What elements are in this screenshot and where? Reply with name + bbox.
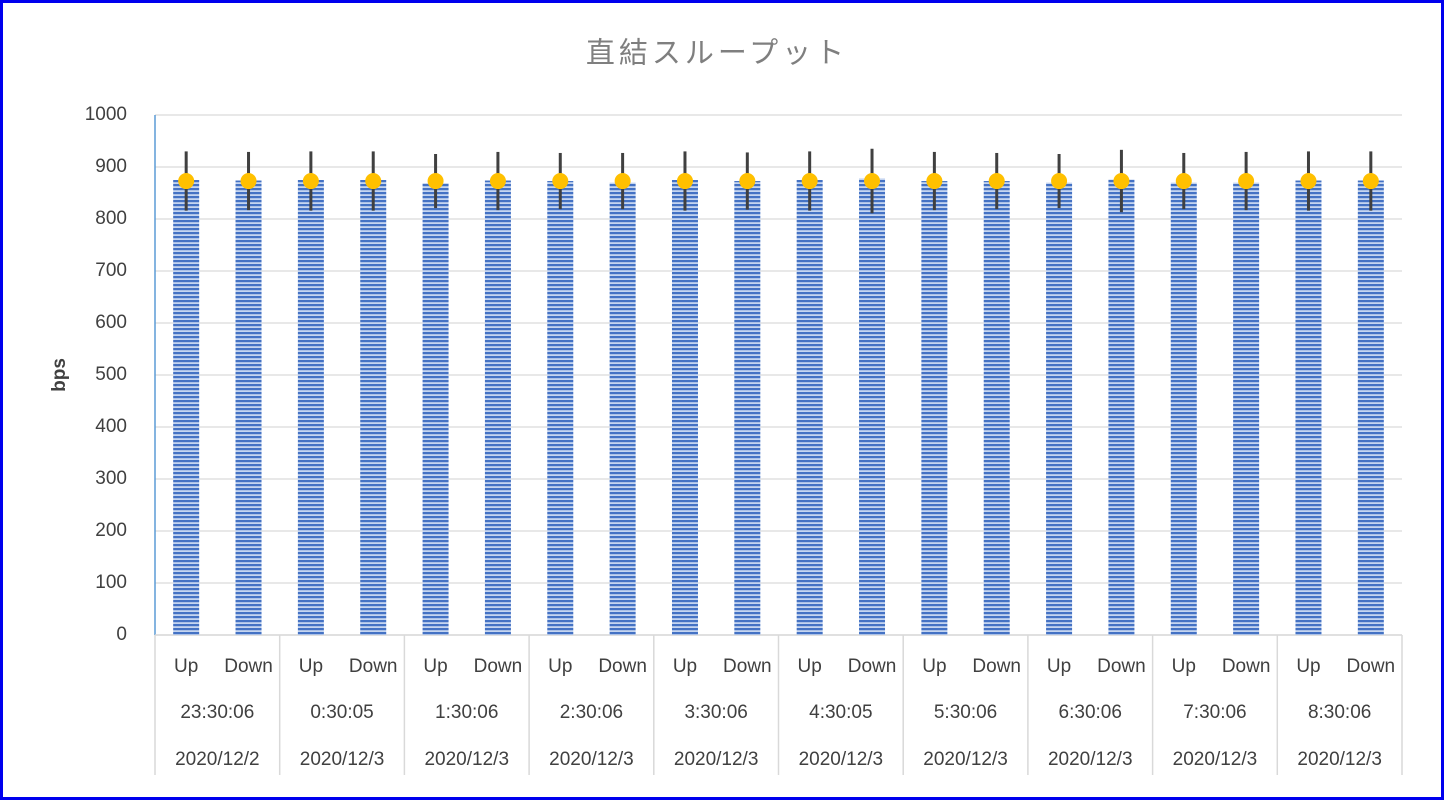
- x-group-time: 1:30:06: [435, 702, 498, 723]
- y-axis-label: bps: [49, 358, 70, 392]
- x-group-time: 0:30:05: [310, 702, 373, 723]
- y-tick-label: 900: [95, 156, 127, 177]
- bar: [734, 181, 761, 636]
- x-group-date: 2020/12/3: [674, 749, 759, 770]
- marker: [178, 173, 195, 190]
- marker: [864, 173, 881, 190]
- y-tick-label: 400: [95, 416, 127, 437]
- x-tick-label: Up: [922, 656, 946, 677]
- bar: [1170, 182, 1197, 635]
- bar: [547, 181, 574, 636]
- y-tick-label: 300: [95, 468, 127, 489]
- marker: [240, 173, 257, 190]
- bar: [173, 180, 200, 635]
- x-tick-label: Down: [1347, 656, 1396, 677]
- x-group-time: 6:30:06: [1059, 702, 1122, 723]
- marker: [926, 173, 943, 190]
- marker: [1113, 173, 1130, 190]
- x-group-date: 2020/12/3: [1048, 749, 1133, 770]
- x-tick-label: Up: [1296, 656, 1320, 677]
- marker: [1362, 173, 1379, 190]
- marker: [614, 173, 631, 190]
- marker: [801, 173, 818, 190]
- marker: [489, 173, 506, 190]
- y-tick-label: 0: [116, 624, 127, 645]
- y-tick-label: 500: [95, 364, 127, 385]
- marker: [739, 173, 756, 190]
- x-tick-label: Down: [474, 656, 523, 677]
- x-group-time: 8:30:06: [1308, 702, 1371, 723]
- x-group-time: 4:30:05: [809, 702, 872, 723]
- x-group-date: 2020/12/3: [1173, 749, 1258, 770]
- x-tick-label: Down: [723, 656, 772, 677]
- marker: [365, 173, 382, 190]
- bar: [983, 181, 1010, 636]
- marker: [427, 173, 444, 190]
- x-tick-label: Up: [1172, 656, 1196, 677]
- x-tick-label: Up: [673, 656, 697, 677]
- y-tick-label: 1000: [85, 104, 127, 125]
- x-group-date: 2020/12/3: [1297, 749, 1382, 770]
- bar: [1357, 180, 1384, 635]
- marker: [302, 173, 319, 190]
- marker: [1300, 173, 1317, 190]
- x-group-date: 2020/12/3: [799, 749, 884, 770]
- x-group-time: 2:30:06: [560, 702, 623, 723]
- x-group-date: 2020/12/3: [923, 749, 1008, 770]
- x-tick-label: Up: [548, 656, 572, 677]
- bar: [1046, 182, 1073, 635]
- x-tick-label: Up: [1047, 656, 1071, 677]
- marker: [988, 173, 1005, 190]
- x-group-date: 2020/12/3: [424, 749, 509, 770]
- bar: [671, 180, 698, 635]
- bar: [609, 182, 636, 635]
- x-group-date: 2020/12/3: [549, 749, 634, 770]
- x-group-time: 7:30:06: [1183, 702, 1246, 723]
- marker: [1175, 173, 1192, 190]
- bar: [235, 180, 262, 635]
- x-group-time: 23:30:06: [180, 702, 254, 723]
- x-tick-label: Up: [174, 656, 198, 677]
- x-group-date: 2020/12/2: [175, 749, 260, 770]
- x-group-time: 3:30:06: [684, 702, 747, 723]
- bar: [360, 180, 387, 635]
- bar: [859, 178, 886, 635]
- x-tick-label: Down: [349, 656, 398, 677]
- x-tick-label: Down: [1097, 656, 1146, 677]
- y-tick-label: 200: [95, 520, 127, 541]
- y-tick-label: 100: [95, 572, 127, 593]
- bar: [796, 180, 823, 635]
- x-group-time: 5:30:06: [934, 702, 997, 723]
- x-tick-label: Up: [299, 656, 323, 677]
- chart-title: 直結スループット: [586, 37, 848, 70]
- x-tick-label: Up: [423, 656, 447, 677]
- x-tick-label: Up: [798, 656, 822, 677]
- marker: [552, 173, 569, 190]
- marker: [1238, 173, 1255, 190]
- marker: [1051, 173, 1068, 190]
- x-tick-label: Down: [972, 656, 1021, 677]
- x-tick-label: Down: [848, 656, 897, 677]
- bar: [1233, 182, 1260, 635]
- bar: [1295, 180, 1322, 635]
- x-tick-label: Down: [598, 656, 647, 677]
- bar: [422, 183, 449, 635]
- x-group-date: 2020/12/3: [300, 749, 385, 770]
- y-tick-label: 700: [95, 260, 127, 281]
- bar: [921, 181, 948, 636]
- y-tick-label: 800: [95, 208, 127, 229]
- x-tick-label: Down: [1222, 656, 1271, 677]
- bar: [484, 180, 511, 635]
- marker: [676, 173, 693, 190]
- x-tick-label: Down: [224, 656, 273, 677]
- y-tick-label: 600: [95, 312, 127, 333]
- bar: [1108, 179, 1135, 636]
- bar: [297, 180, 324, 635]
